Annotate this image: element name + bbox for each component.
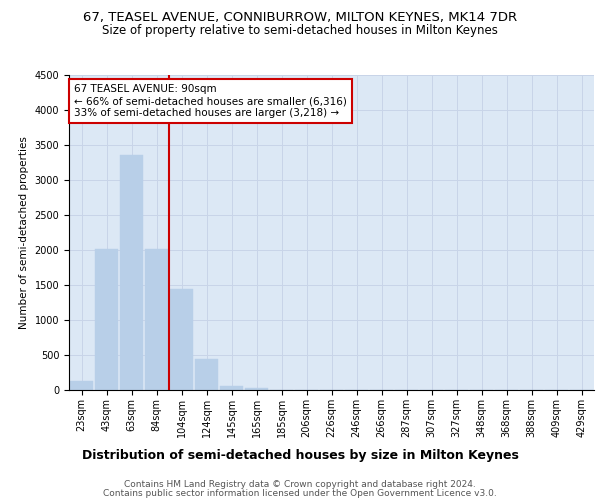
- Text: 67 TEASEL AVENUE: 90sqm
← 66% of semi-detached houses are smaller (6,316)
33% of: 67 TEASEL AVENUE: 90sqm ← 66% of semi-de…: [74, 84, 347, 117]
- Y-axis label: Number of semi-detached properties: Number of semi-detached properties: [19, 136, 29, 329]
- Text: Contains public sector information licensed under the Open Government Licence v3: Contains public sector information licen…: [103, 489, 497, 498]
- Bar: [120, 155, 143, 390]
- Text: 67, TEASEL AVENUE, CONNIBURROW, MILTON KEYNES, MK14 7DR: 67, TEASEL AVENUE, CONNIBURROW, MILTON K…: [83, 11, 517, 24]
- Bar: [95, 248, 118, 390]
- Bar: [145, 250, 168, 390]
- Bar: [220, 386, 243, 390]
- Text: Distribution of semi-detached houses by size in Milton Keynes: Distribution of semi-detached houses by …: [82, 450, 518, 462]
- Bar: [70, 381, 93, 390]
- Text: Contains HM Land Registry data © Crown copyright and database right 2024.: Contains HM Land Registry data © Crown c…: [124, 480, 476, 489]
- Bar: [245, 388, 268, 390]
- Bar: [195, 358, 218, 390]
- Text: Size of property relative to semi-detached houses in Milton Keynes: Size of property relative to semi-detach…: [102, 24, 498, 37]
- Bar: [170, 288, 193, 390]
